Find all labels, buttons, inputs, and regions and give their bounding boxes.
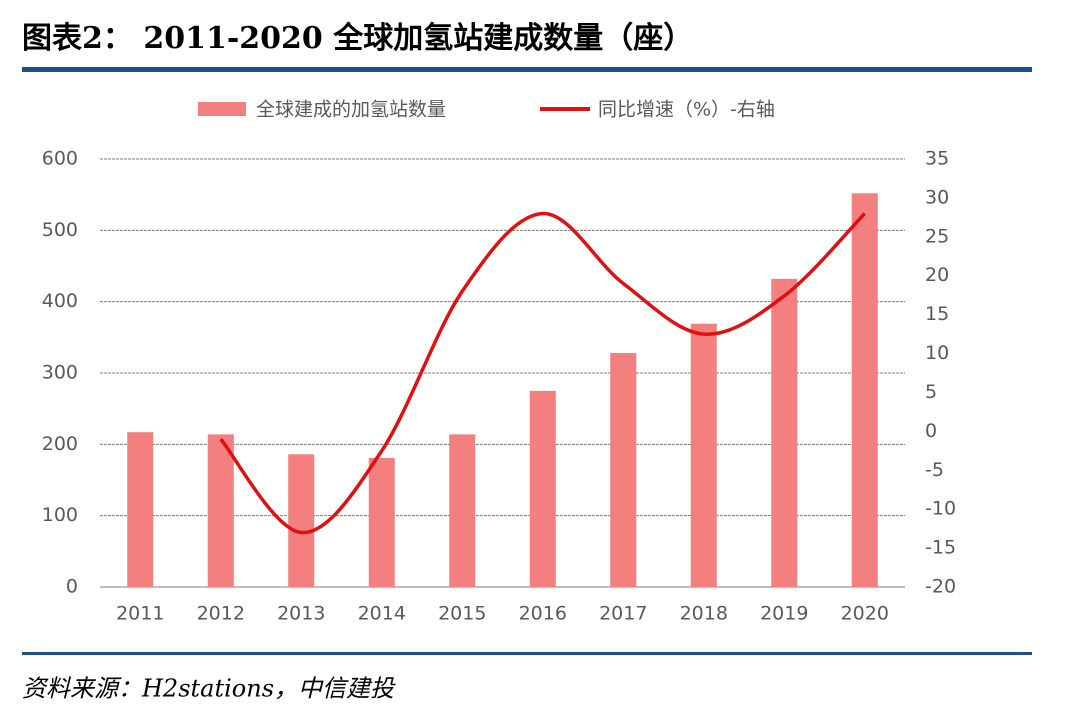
bar	[690, 323, 717, 587]
y-tick-label: 400	[42, 290, 78, 312]
y2-tick-label: -15	[925, 537, 956, 559]
y2-tick-label: 25	[925, 225, 949, 247]
x-tick-label: 2011	[116, 603, 164, 625]
y-tick-label: 500	[42, 219, 78, 241]
x-tick-label: 2020	[841, 603, 889, 625]
title-rule	[22, 67, 1032, 72]
bar	[449, 434, 476, 587]
source: 资料来源：H2stations，中信建投	[22, 675, 396, 703]
y2-tick-label: 20	[925, 264, 949, 286]
bar	[368, 457, 395, 587]
bar	[771, 278, 798, 587]
y-tick-label: 100	[42, 504, 78, 526]
chart-title: 图表2： 2011-2020 全球加氢站建成数量（座）	[22, 21, 693, 56]
bar	[529, 390, 556, 587]
bar	[288, 454, 315, 587]
x-tick-label: 2013	[277, 603, 325, 625]
y-tick-label: 200	[42, 433, 78, 455]
legend-label: 全球建成的加氢站数量	[256, 99, 446, 121]
y2-tick-label: 10	[925, 342, 949, 364]
y2-tick-label: -20	[925, 576, 956, 598]
y2-tick-label: -10	[925, 498, 956, 520]
x-tick-label: 2016	[519, 603, 567, 625]
y2-tick-label: 15	[925, 303, 949, 325]
y2-tick-label: 5	[925, 381, 937, 403]
x-tick-label: 2014	[358, 603, 406, 625]
bar	[127, 432, 154, 587]
legend-swatch	[198, 102, 246, 116]
line	[219, 211, 867, 535]
y-tick-label: 600	[42, 148, 78, 170]
y2-tick-label: -5	[925, 459, 944, 481]
source-rule	[22, 652, 1032, 655]
x-tick-label: 2017	[599, 603, 647, 625]
bar	[610, 353, 637, 587]
y-tick-label: 0	[66, 576, 78, 598]
y2-tick-label: 30	[925, 186, 949, 208]
bar	[851, 193, 878, 588]
x-tick-label: 2015	[438, 603, 486, 625]
y-tick-label: 300	[42, 362, 78, 384]
bar	[207, 434, 234, 587]
legend-label: 同比增速（%）-右轴	[598, 99, 775, 121]
x-tick-label: 2019	[760, 603, 808, 625]
x-tick-label: 2018	[680, 603, 728, 625]
x-tick-label: 2012	[197, 603, 245, 625]
y2-tick-label: 0	[925, 420, 937, 442]
y2-tick-label: 35	[925, 148, 949, 170]
